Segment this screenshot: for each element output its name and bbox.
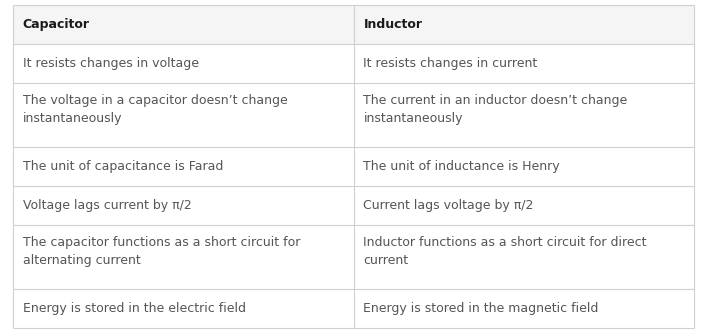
Text: The capacitor functions as a short circuit for
alternating current: The capacitor functions as a short circu… [23,236,300,267]
Text: Energy is stored in the magnetic field: Energy is stored in the magnetic field [363,302,599,315]
Text: The unit of inductance is Henry: The unit of inductance is Henry [363,160,560,173]
Text: The unit of capacitance is Farad: The unit of capacitance is Farad [23,160,223,173]
Text: Inductor: Inductor [363,18,422,31]
Text: It resists changes in current: It resists changes in current [363,57,537,70]
Text: Current lags voltage by π/2: Current lags voltage by π/2 [363,199,534,212]
Text: The current in an inductor doesn’t change
instantaneously: The current in an inductor doesn’t chang… [363,94,628,126]
Text: The voltage in a capacitor doesn’t change
instantaneously: The voltage in a capacitor doesn’t chang… [23,94,287,126]
Text: Energy is stored in the electric field: Energy is stored in the electric field [23,302,245,315]
Text: Capacitor: Capacitor [23,18,90,31]
Text: It resists changes in voltage: It resists changes in voltage [23,57,199,70]
Text: Inductor functions as a short circuit for direct
current: Inductor functions as a short circuit fo… [363,236,647,267]
Bar [13,5,694,44]
Text: Voltage lags current by π/2: Voltage lags current by π/2 [23,199,192,212]
